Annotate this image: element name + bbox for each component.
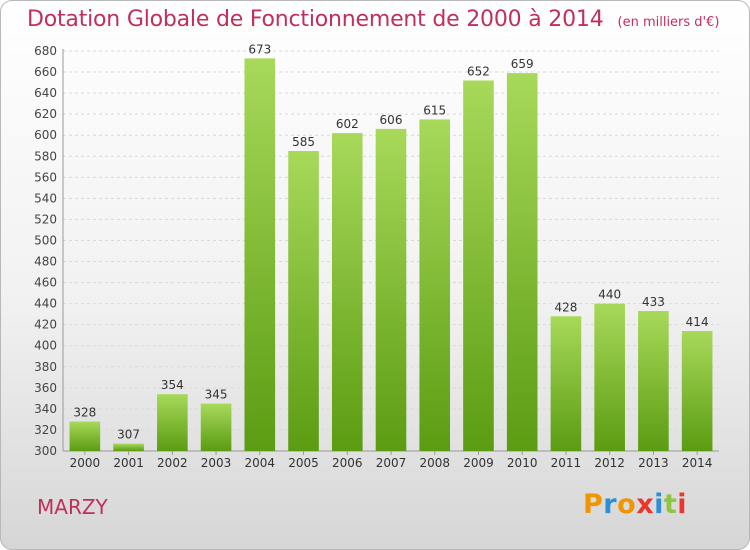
logo-letter: x	[636, 489, 655, 520]
y-tick-label: 580	[34, 149, 57, 163]
x-tick-label: 2006	[332, 456, 363, 470]
y-tick-label: 400	[34, 339, 57, 353]
bar-value-label: 345	[205, 388, 228, 402]
bar[interactable]	[331, 133, 363, 451]
x-tick-label: 2013	[638, 456, 669, 470]
x-tick-label: 2014	[682, 456, 713, 470]
bar-value-label: 606	[380, 113, 403, 127]
bar[interactable]	[113, 443, 144, 451]
y-tick-label: 380	[34, 360, 57, 374]
bar[interactable]	[638, 311, 669, 451]
city-name: MARZY	[37, 495, 108, 519]
bar-value-label: 354	[161, 378, 184, 392]
bar[interactable]	[375, 128, 407, 451]
y-tick-label: 560	[34, 170, 57, 184]
bar-value-label: 414	[686, 315, 709, 329]
bar-value-label: 307	[117, 428, 140, 442]
proxiti-logo[interactable]: Proxiti	[583, 489, 687, 520]
logo-letter: i	[654, 489, 664, 520]
bar-value-label: 585	[292, 135, 315, 149]
logo-letter: r	[603, 489, 618, 520]
bar-value-label: 440	[598, 288, 621, 302]
x-tick-label: 2012	[594, 456, 625, 470]
bar[interactable]	[288, 151, 319, 451]
bar[interactable]	[594, 303, 625, 451]
bar[interactable]	[200, 403, 232, 451]
x-tick-label: 2011	[551, 456, 582, 470]
y-tick-label: 640	[34, 86, 57, 100]
x-tick-label: 2002	[157, 456, 188, 470]
x-tick-label: 2000	[70, 456, 101, 470]
bar-value-label: 433	[642, 295, 665, 309]
x-tick-label: 2001	[113, 456, 144, 470]
y-tick-label: 320	[34, 423, 57, 437]
chart-title: Dotation Globale de Fonctionnement de 20…	[27, 7, 604, 32]
x-tick-label: 2004	[245, 456, 276, 470]
bar-value-label: 428	[554, 300, 577, 314]
y-tick-label: 300	[34, 444, 57, 458]
y-tick-label: 500	[34, 233, 57, 247]
chart-title-block: Dotation Globale de Fonctionnement de 20…	[27, 7, 719, 32]
logo-letter: P	[583, 489, 604, 520]
bar-value-label: 652	[467, 64, 490, 78]
bar-value-label: 659	[511, 57, 534, 71]
bar[interactable]	[157, 394, 188, 451]
x-tick-label: 2009	[463, 456, 494, 470]
y-tick-label: 660	[34, 65, 57, 79]
y-tick-label: 680	[34, 44, 57, 58]
chart-unit: (en milliers d'€)	[617, 15, 720, 30]
bar[interactable]	[550, 316, 582, 451]
bar[interactable]	[681, 331, 713, 451]
y-tick-label: 360	[34, 381, 57, 395]
y-tick-label: 420	[34, 318, 57, 332]
x-tick-label: 2007	[376, 456, 407, 470]
bar-value-label: 328	[73, 406, 96, 420]
x-tick-label: 2005	[288, 456, 319, 470]
x-tick-label: 2010	[507, 456, 538, 470]
x-tick-label: 2008	[419, 456, 450, 470]
y-tick-label: 600	[34, 128, 57, 142]
logo-letter: o	[617, 489, 637, 520]
bar-value-label: 615	[423, 103, 446, 117]
bar[interactable]	[419, 119, 451, 451]
bar[interactable]	[69, 421, 101, 451]
y-tick-label: 460	[34, 276, 57, 290]
bar-value-label: 602	[336, 117, 359, 131]
y-tick-label: 540	[34, 191, 57, 205]
bar-value-label: 673	[248, 42, 271, 56]
bar[interactable]	[506, 73, 538, 452]
y-tick-label: 340	[34, 402, 57, 416]
y-tick-label: 440	[34, 297, 57, 311]
x-tick-label: 2003	[201, 456, 232, 470]
y-tick-label: 520	[34, 212, 57, 226]
bar[interactable]	[244, 58, 276, 452]
y-tick-label: 620	[34, 107, 57, 121]
logo-letter: i	[677, 489, 688, 520]
logo-letter: t	[663, 489, 678, 520]
y-tick-label: 480	[34, 255, 57, 269]
bar[interactable]	[463, 80, 494, 451]
